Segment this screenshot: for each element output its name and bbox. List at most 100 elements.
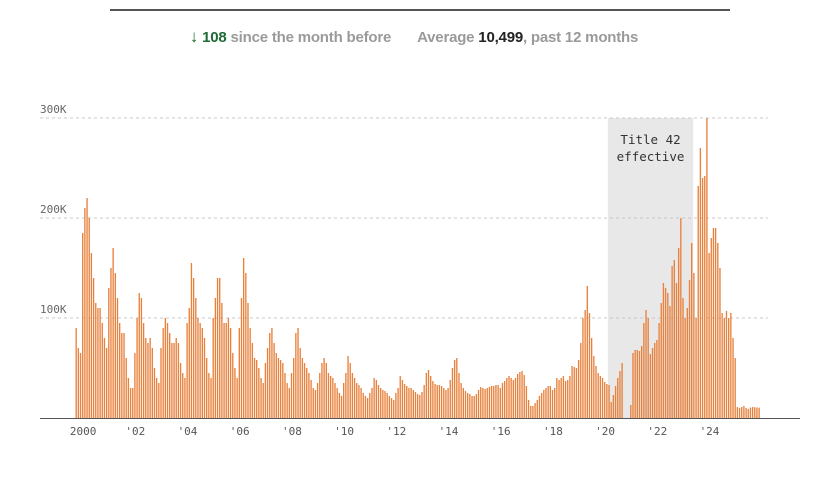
bar (493, 386, 495, 418)
bar (658, 323, 660, 418)
bar (295, 333, 297, 418)
bar (303, 363, 306, 418)
bar (667, 293, 669, 418)
bar (512, 380, 515, 418)
bar (567, 380, 569, 418)
bar (508, 376, 510, 418)
bar (293, 358, 295, 418)
bar (619, 371, 621, 418)
bar (225, 323, 227, 418)
bar (449, 380, 451, 418)
bar (321, 363, 323, 418)
bar (329, 376, 332, 418)
bar (314, 390, 317, 418)
bars (75, 118, 760, 418)
bar (338, 393, 341, 418)
bar (675, 283, 678, 418)
bar (173, 343, 175, 418)
bar (536, 400, 538, 418)
x-tick-label: '04 (178, 425, 198, 438)
bar (556, 378, 558, 418)
bar (349, 363, 351, 418)
bar (638, 351, 641, 418)
bar (282, 363, 284, 418)
bar (179, 363, 182, 418)
bar (99, 308, 101, 418)
bar (256, 360, 258, 418)
bar (345, 373, 347, 418)
bar (397, 388, 399, 418)
bar (364, 396, 367, 418)
bar (227, 318, 230, 418)
bar (708, 253, 710, 418)
bar (704, 176, 706, 418)
x-tick-label: '18 (543, 425, 563, 438)
bar (745, 408, 747, 418)
average-label: Average (417, 29, 475, 46)
bar (410, 388, 412, 418)
bar (593, 356, 595, 418)
bar (630, 405, 632, 418)
bar (75, 328, 77, 418)
bar (412, 390, 414, 418)
bar (460, 383, 462, 418)
bar (430, 376, 432, 418)
bar (132, 388, 134, 418)
bar (105, 348, 108, 418)
bar (103, 338, 106, 418)
bar (712, 228, 715, 418)
x-tick-label: 2000 (70, 425, 97, 438)
bar (532, 406, 534, 418)
bar (216, 278, 219, 418)
bar (604, 382, 606, 418)
y-tick-label: 100K (40, 303, 67, 316)
bar (266, 348, 269, 418)
bar (514, 378, 517, 418)
average-suffix: , past 12 months (522, 29, 639, 46)
bar (371, 388, 373, 418)
bar (316, 383, 319, 418)
bar (369, 393, 371, 418)
bar (558, 380, 560, 418)
bar (693, 273, 695, 418)
bar (443, 388, 445, 418)
bar (423, 385, 425, 418)
bar (408, 388, 410, 418)
bar (110, 268, 112, 418)
bar (201, 328, 203, 418)
bar (686, 308, 689, 418)
bar (351, 373, 354, 418)
bar (273, 343, 275, 418)
bar (656, 340, 658, 418)
bar (471, 396, 473, 418)
bar (356, 383, 358, 418)
bar (108, 288, 110, 418)
x-tick-label: '10 (334, 425, 354, 438)
bar (114, 273, 116, 418)
bar (112, 248, 114, 418)
bar (86, 198, 88, 418)
bar (325, 363, 327, 418)
bar (469, 394, 471, 418)
bar (736, 407, 739, 418)
bar (682, 298, 684, 418)
bar (393, 400, 395, 418)
bar (462, 388, 464, 418)
bar (271, 328, 273, 418)
bar (506, 378, 508, 418)
bar (580, 343, 582, 418)
bar (523, 375, 525, 418)
change-label: since the month before (230, 29, 392, 46)
bar (382, 390, 384, 418)
bar (538, 396, 541, 418)
bar (406, 386, 408, 418)
bar (286, 383, 288, 418)
bar (495, 385, 497, 418)
bar (123, 333, 125, 418)
x-tick-label: '06 (230, 425, 250, 438)
bar (547, 386, 549, 418)
x-tick-label: '02 (125, 425, 145, 438)
bar (129, 388, 132, 418)
bar (590, 338, 593, 418)
bar (440, 386, 443, 418)
